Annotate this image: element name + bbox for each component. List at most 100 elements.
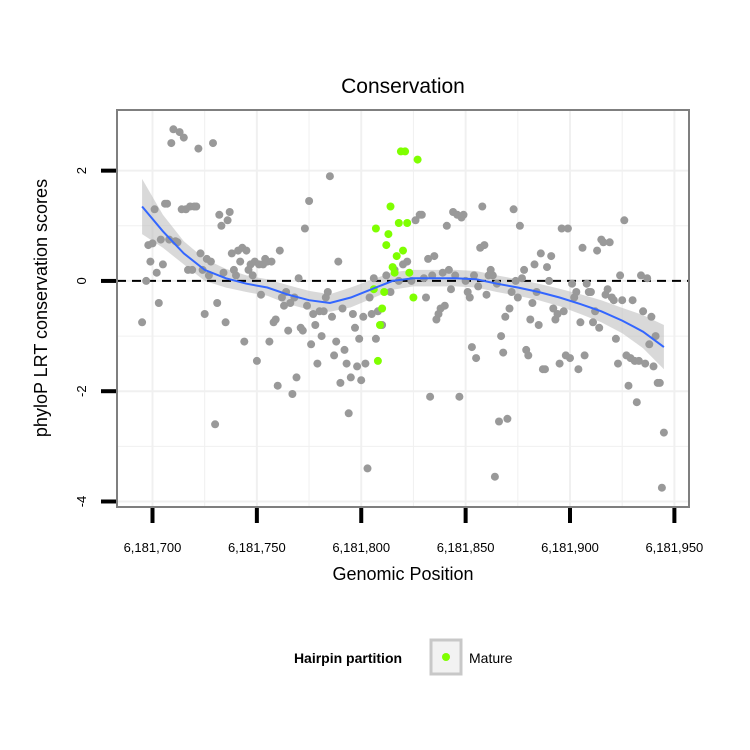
x-tick-label: 6,181,700 [124, 540, 182, 555]
score-point [643, 274, 652, 283]
score-point [501, 312, 510, 321]
score-point [595, 323, 604, 332]
score-point [152, 268, 161, 277]
score-point [179, 133, 188, 142]
score-point [578, 243, 587, 252]
score-point [167, 139, 176, 148]
score-point [549, 304, 558, 313]
x-tick-label: 6,181,900 [541, 540, 599, 555]
score-point [286, 299, 295, 307]
score-point [353, 362, 362, 371]
mature-point [409, 293, 418, 302]
score-point [411, 216, 420, 225]
score-point [323, 288, 332, 296]
score-point [340, 345, 349, 354]
score-point [541, 365, 549, 374]
score-point [593, 246, 602, 255]
score-point [292, 373, 301, 382]
score-point [417, 210, 426, 219]
score-point [603, 285, 612, 294]
mature-point [386, 202, 395, 211]
score-point [359, 312, 368, 321]
score-point [188, 265, 197, 274]
score-point [553, 310, 562, 318]
y-tick-label: 2 [74, 167, 89, 174]
legend-title: Hairpin partition [294, 650, 402, 666]
score-point [459, 210, 468, 219]
score-point [536, 249, 545, 258]
score-point [424, 254, 433, 263]
score-point [472, 354, 481, 363]
score-point [524, 351, 533, 360]
score-point [361, 359, 370, 368]
score-point [628, 296, 637, 305]
score-point [505, 304, 514, 313]
score-point [357, 376, 366, 385]
score-point [219, 268, 228, 277]
score-point [242, 246, 251, 255]
score-point [616, 271, 625, 280]
score-point [447, 285, 455, 294]
mature-point [378, 304, 387, 313]
score-point [641, 359, 650, 368]
score-point [200, 310, 209, 318]
score-point [632, 398, 641, 407]
score-point [624, 381, 633, 390]
score-point [148, 239, 157, 248]
score-point [196, 249, 205, 258]
mature-point [390, 268, 399, 277]
x-axis-title: Genomic Position [332, 564, 473, 584]
score-point [309, 310, 318, 318]
score-point [215, 210, 224, 219]
score-point [303, 301, 311, 310]
score-point [257, 290, 265, 299]
mature-point [394, 219, 403, 227]
score-point [328, 312, 336, 321]
mature-point [399, 246, 407, 255]
score-point [163, 199, 172, 208]
score-point [169, 125, 178, 134]
score-point [325, 172, 334, 181]
score-point [589, 318, 597, 327]
score-point [543, 263, 551, 272]
y-axis: -4 -2 0 2 [74, 167, 116, 507]
score-point [422, 293, 430, 302]
score-point [311, 321, 320, 329]
score-point [386, 288, 395, 296]
score-point [280, 301, 288, 310]
score-point [371, 334, 380, 343]
score-point [430, 252, 439, 261]
score-point [499, 348, 508, 357]
score-point [319, 307, 328, 316]
score-point [503, 414, 512, 423]
score-point [138, 318, 147, 327]
score-point [267, 257, 276, 266]
legend-key-mature-point [442, 653, 450, 661]
score-point [480, 241, 489, 250]
y-tick-label: -2 [74, 385, 89, 397]
mature-point [380, 288, 389, 296]
score-point [344, 409, 353, 418]
score-point [336, 378, 345, 387]
y-axis-title: phyloP LRT conservation scores [31, 179, 51, 437]
score-points [138, 125, 668, 492]
score-point [609, 296, 618, 305]
score-point [248, 271, 257, 280]
score-point [634, 356, 643, 365]
mature-point [403, 219, 412, 227]
score-point [240, 337, 249, 346]
score-point [659, 428, 668, 437]
score-point [465, 293, 474, 302]
mature-points [369, 147, 422, 365]
score-point [165, 235, 174, 244]
score-point [611, 334, 620, 343]
score-point [227, 249, 236, 258]
score-point [455, 392, 464, 401]
x-tick-label: 6,181,850 [437, 540, 495, 555]
score-point [225, 208, 234, 216]
score-point [223, 216, 232, 225]
score-point [348, 310, 357, 318]
score-point [305, 197, 314, 205]
score-point [557, 224, 566, 233]
